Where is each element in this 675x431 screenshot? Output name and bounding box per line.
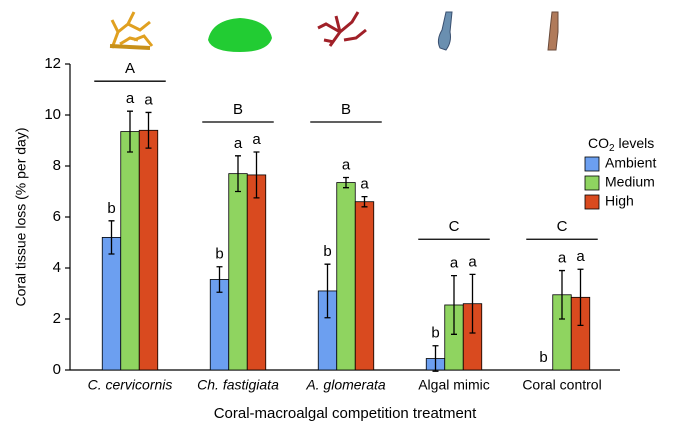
y-tick-label: 8 bbox=[53, 157, 61, 174]
error-bar bbox=[324, 263, 331, 319]
bar bbox=[138, 129, 159, 371]
error-bar bbox=[451, 275, 457, 335]
icon-cervicornis bbox=[109, 11, 154, 50]
bar bbox=[354, 201, 375, 371]
bar-letter: a bbox=[558, 250, 567, 267]
legend-title: CO2 levels bbox=[588, 135, 654, 154]
group-letter: B bbox=[233, 101, 243, 118]
error-bar bbox=[127, 110, 133, 153]
error-bar bbox=[235, 155, 241, 193]
error-bar bbox=[432, 345, 439, 372]
legend-swatch bbox=[584, 156, 600, 172]
group-letter: C bbox=[557, 218, 568, 235]
legend-swatch bbox=[584, 175, 600, 191]
y-tick-label: 12 bbox=[44, 55, 61, 72]
icon-coral bbox=[547, 11, 559, 51]
bar bbox=[209, 279, 230, 371]
legend-title-rest: levels bbox=[615, 135, 655, 151]
legend-label: Medium bbox=[605, 174, 655, 190]
bar-letter: a bbox=[450, 255, 459, 272]
bar-letter: a bbox=[144, 91, 153, 108]
legend-swatch bbox=[584, 194, 600, 210]
error-bar bbox=[253, 151, 260, 199]
bar-letter: a bbox=[234, 135, 243, 152]
icon-fastigiata bbox=[208, 18, 272, 52]
x-tick-label: Algal mimic bbox=[418, 377, 490, 393]
icon-mimic bbox=[437, 11, 453, 51]
bar bbox=[228, 173, 248, 371]
bar-letter: a bbox=[576, 248, 585, 265]
bar-letter: a bbox=[468, 253, 477, 270]
coral-icons bbox=[109, 11, 559, 52]
error-bar bbox=[577, 268, 584, 327]
y-tick-label: 4 bbox=[53, 259, 61, 276]
bar-letter: a bbox=[126, 90, 135, 107]
x-tick-label: Coral control bbox=[522, 377, 601, 393]
bar-letter: b bbox=[323, 243, 331, 260]
error-bar bbox=[343, 176, 349, 189]
bar bbox=[246, 174, 267, 371]
x-tick-label: A. glomerata bbox=[305, 377, 386, 393]
x-tick-label: Ch. fastigiata bbox=[197, 377, 279, 393]
bar-letter: b bbox=[431, 325, 439, 342]
error-bar bbox=[145, 111, 152, 149]
bar bbox=[336, 182, 356, 371]
y-tick-label: 6 bbox=[53, 208, 61, 225]
legend-label: Ambient bbox=[605, 155, 656, 171]
y-tick-label: 0 bbox=[53, 361, 61, 378]
group-letter: C bbox=[449, 218, 460, 235]
error-bar bbox=[361, 195, 368, 208]
bar-letter: a bbox=[342, 156, 351, 173]
error-bar bbox=[559, 269, 565, 320]
legend-title-sub: 2 bbox=[609, 143, 615, 154]
x-tick-label: C. cervicornis bbox=[88, 377, 173, 393]
y-axis-label: Coral tissue loss (% per day) bbox=[13, 128, 29, 307]
error-bar bbox=[216, 266, 223, 293]
legend-title-main: CO bbox=[588, 135, 609, 151]
error-bar bbox=[108, 220, 115, 255]
bar bbox=[101, 236, 122, 371]
bar-letter: b bbox=[107, 200, 115, 217]
y-tick-label: 2 bbox=[53, 310, 61, 327]
bar-letter: a bbox=[360, 176, 369, 193]
icon-glomerata bbox=[317, 11, 367, 47]
error-bar bbox=[469, 273, 476, 334]
group-letter: A bbox=[125, 60, 135, 77]
bar-letter: b bbox=[215, 246, 223, 263]
bar-letter: b bbox=[539, 349, 547, 366]
x-axis-label: Coral-macroalgal competition treatment bbox=[214, 405, 477, 422]
legend-label: High bbox=[605, 193, 634, 209]
bar-letter: a bbox=[252, 131, 261, 148]
group-letter: B bbox=[341, 101, 351, 118]
y-tick-label: 10 bbox=[44, 106, 61, 123]
bar bbox=[120, 131, 140, 371]
